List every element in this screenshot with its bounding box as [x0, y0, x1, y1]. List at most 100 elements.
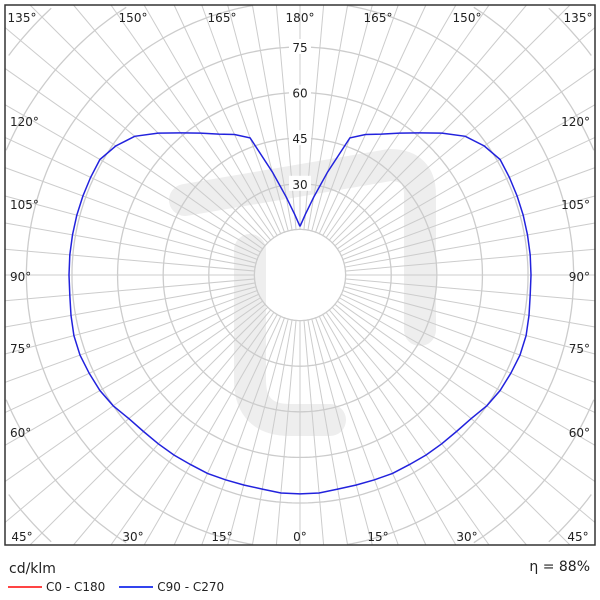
grid-spoke — [338, 297, 596, 446]
angle-label: 105° — [561, 198, 590, 212]
grid-ring — [116, 91, 484, 459]
radial-tick-label: 60 — [292, 87, 307, 101]
grid-spoke — [143, 313, 278, 546]
angle-label: 105° — [10, 198, 39, 212]
legend-swatch — [8, 586, 42, 588]
grid-spoke — [325, 4, 490, 239]
tick-bg — [289, 84, 311, 100]
angle-label: 90° — [569, 270, 590, 284]
grid-spoke — [73, 309, 272, 546]
grid-spoke — [275, 4, 297, 231]
tick-bg — [289, 39, 311, 54]
grid-spoke — [4, 303, 266, 523]
grid-spoke — [338, 104, 596, 253]
grid-spoke — [4, 248, 256, 272]
grid-spoke — [322, 313, 457, 546]
angle-label: 15° — [367, 530, 388, 544]
legend-label: C0 - C180 — [46, 580, 106, 594]
tick-bg — [289, 175, 311, 191]
legend: C0 - C180 C90 - C270 — [8, 580, 224, 594]
angle-label: 30° — [456, 530, 477, 544]
angle-label: 150° — [119, 11, 148, 25]
grid-ring — [8, 7, 592, 543]
radial-tick-label: 30 — [292, 178, 307, 192]
grid-spoke — [342, 289, 596, 383]
grid-spoke — [4, 68, 264, 250]
grid-spoke — [4, 104, 262, 253]
angle-label: 180° — [286, 11, 315, 25]
radial-tick-label: 75 — [292, 41, 307, 55]
grid-spoke — [344, 222, 596, 268]
grid-ring — [162, 137, 438, 413]
grid-spoke — [4, 222, 256, 268]
grid-spoke — [343, 286, 596, 355]
grid-spoke — [4, 167, 258, 261]
grid-spoke — [318, 4, 427, 235]
grid-spoke — [314, 4, 399, 233]
series-curve-1 — [68, 132, 532, 495]
grid-ring — [25, 4, 575, 546]
unit-label: cd/klm — [9, 561, 56, 577]
angle-label: 165° — [208, 11, 237, 25]
frame — [4, 4, 596, 546]
grid-spoke — [143, 4, 278, 237]
grid-spoke — [4, 282, 256, 328]
angle-label: 150° — [453, 11, 482, 25]
grid-spoke — [344, 278, 596, 302]
efficiency-label: η = 88% — [529, 559, 590, 575]
angle-label: 30° — [122, 530, 143, 544]
radial-tick-label: 45 — [292, 132, 307, 146]
angle-label: 120° — [10, 115, 39, 129]
angle-label: 0° — [293, 530, 307, 544]
angle-label: 135° — [564, 11, 593, 25]
grid-spoke — [275, 319, 297, 546]
grid-spoke — [227, 4, 289, 232]
angle-label: 45° — [11, 530, 32, 544]
grid-spoke — [110, 311, 275, 546]
grid-spoke — [201, 4, 286, 233]
angle-label: 90° — [10, 270, 31, 284]
grid-spoke — [318, 315, 427, 546]
grid — [4, 4, 596, 546]
grid-spoke — [307, 4, 349, 231]
grid-ring — [71, 46, 529, 504]
grid-spoke — [307, 319, 349, 546]
grid-spoke — [251, 319, 293, 546]
grid-spoke — [344, 248, 596, 272]
grid-spoke — [173, 315, 282, 546]
grid-ring — [208, 183, 392, 367]
grid-ring — [253, 228, 347, 322]
angle-label: 165° — [364, 11, 393, 25]
grid-spoke — [4, 297, 262, 446]
grid-spoke — [251, 4, 293, 231]
grid-spoke — [29, 4, 269, 244]
grid-spoke — [344, 282, 596, 328]
grid-spoke — [343, 195, 596, 264]
grid-spoke — [4, 278, 256, 302]
grid-spoke — [303, 319, 325, 546]
grid-spoke — [110, 4, 275, 239]
grid-spoke — [336, 68, 596, 250]
grid-spoke — [311, 318, 373, 546]
grid-spoke — [328, 4, 527, 241]
grid-spoke — [322, 4, 457, 237]
grid-spoke — [173, 4, 282, 235]
grid-spoke — [328, 309, 527, 546]
angle-label: 15° — [211, 530, 232, 544]
angle-label: 60° — [10, 426, 31, 440]
legend-label: C90 - C270 — [157, 580, 225, 594]
grid-spoke — [201, 317, 286, 546]
grid-spoke — [325, 311, 490, 546]
angle-label: 45° — [567, 530, 588, 544]
grid-spoke — [331, 4, 571, 244]
grid-spoke — [227, 318, 289, 546]
grid-spoke — [314, 317, 399, 546]
legend-swatch — [119, 586, 154, 588]
grid-spoke — [331, 306, 571, 546]
legend-item-c0: C0 - C180 — [8, 580, 105, 594]
grid-spoke — [4, 195, 257, 264]
grid-spoke — [336, 300, 596, 482]
legend-item-c90: C90 - C270 — [119, 580, 224, 594]
